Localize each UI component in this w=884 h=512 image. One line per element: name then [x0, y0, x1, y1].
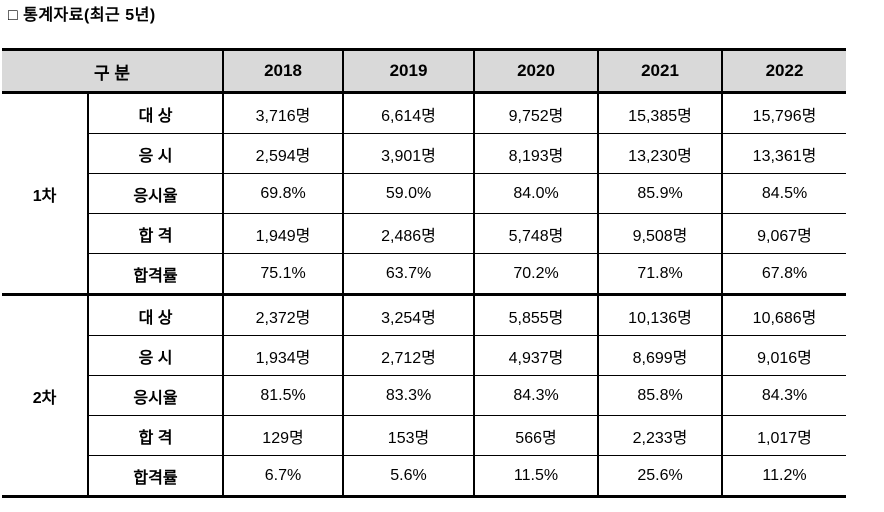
cell-value: 566명: [473, 415, 600, 456]
table-row: 응 시 2,594명 3,901명 8,193명 13,230명 13,361명: [2, 133, 848, 174]
cell-value: 63.7%: [342, 253, 476, 295]
cell-value: 13,230명: [597, 133, 724, 174]
cell-value: 2,486명: [342, 213, 476, 254]
cell-value: 11.2%: [721, 455, 848, 497]
cell-value: 2,233명: [597, 415, 724, 456]
cell-value: 5,748명: [473, 213, 600, 254]
row-label: 합 격: [86, 415, 225, 456]
cell-value: 8,193명: [473, 133, 600, 174]
cell-value: 1,934명: [222, 335, 345, 376]
corner-header: 구 분: [0, 49, 225, 94]
cell-value: 5.6%: [342, 455, 476, 497]
statistics-table: 구 분 2018 2019 2020 2021 2022 1차 대 상 3,71…: [0, 48, 848, 498]
group-label-round1: 1차: [1, 92, 89, 295]
table-row: 응시율 69.8% 59.0% 84.0% 85.9% 84.5%: [2, 173, 848, 214]
row-label: 응 시: [86, 133, 225, 174]
group-label-round2: 2차: [1, 293, 89, 497]
table-row: 응 시 1,934명 2,712명 4,937명 8,699명 9,016명: [2, 335, 848, 376]
cell-value: 84.5%: [721, 173, 848, 214]
row-label: 응시율: [86, 375, 225, 416]
cell-value: 3,254명: [342, 293, 476, 336]
cell-value: 84.3%: [473, 375, 600, 416]
cell-value: 15,385명: [597, 92, 724, 134]
row-label: 대 상: [86, 293, 225, 336]
table-row: 1차 대 상 3,716명 6,614명 9,752명 15,385명 15,7…: [1, 92, 848, 295]
cell-value: 6.7%: [222, 455, 345, 497]
table-row: 합 격 129명 153명 566명 2,233명 1,017명: [2, 415, 848, 456]
year-header-2020: 2020: [473, 49, 600, 94]
cell-value: 153명: [342, 415, 476, 456]
cell-value: 59.0%: [342, 173, 476, 214]
year-header-2021: 2021: [597, 49, 724, 94]
cell-value: 5,855명: [473, 293, 600, 336]
cell-value: 67.8%: [721, 253, 848, 295]
row-label: 대 상: [86, 92, 225, 134]
cell-value: 8,699명: [597, 335, 724, 376]
cell-value: 13,361명: [721, 133, 848, 174]
cell-value: 81.5%: [222, 375, 345, 416]
cell-value: 9,752명: [473, 92, 600, 134]
cell-value: 2,372명: [222, 293, 345, 336]
table-row: 응시율 81.5% 83.3% 84.3% 85.8% 84.3%: [2, 375, 848, 416]
cell-value: 2,594명: [222, 133, 345, 174]
cell-value: 4,937명: [473, 335, 600, 376]
table-row: 합격률 6.7% 5.6% 11.5% 25.6% 11.2%: [2, 455, 848, 497]
cell-value: 1,949명: [222, 213, 345, 254]
cell-value: 11.5%: [473, 455, 600, 497]
cell-value: 129명: [222, 415, 345, 456]
cell-value: 3,901명: [342, 133, 476, 174]
cell-value: 2,712명: [342, 335, 476, 376]
cell-value: 85.9%: [597, 173, 724, 214]
cell-value: 3,716명: [222, 92, 345, 134]
row-label: 응시율: [86, 173, 225, 214]
header-row: 구 분 2018 2019 2020 2021 2022: [0, 49, 848, 94]
year-header-2019: 2019: [342, 49, 476, 94]
cell-value: 69.8%: [222, 173, 345, 214]
table-row: 합격률 75.1% 63.7% 70.2% 71.8% 67.8%: [2, 253, 848, 295]
cell-value: 84.0%: [473, 173, 600, 214]
cell-value: 1,017명: [721, 415, 848, 456]
page-title: □ 통계자료(최근 5년): [8, 7, 156, 24]
table-row: 합 격 1,949명 2,486명 5,748명 9,508명 9,067명: [2, 213, 848, 254]
cell-value: 85.8%: [597, 375, 724, 416]
cell-value: 83.3%: [342, 375, 476, 416]
cell-value: 70.2%: [473, 253, 600, 295]
cell-value: 84.3%: [721, 375, 848, 416]
cell-value: 9,067명: [721, 213, 848, 254]
year-header-2022: 2022: [721, 49, 848, 94]
cell-value: 9,508명: [597, 213, 724, 254]
cell-value: 9,016명: [721, 335, 848, 376]
cell-value: 10,686명: [721, 293, 848, 336]
row-label: 응 시: [86, 335, 225, 376]
cell-value: 10,136명: [597, 293, 724, 336]
table-row: 2차 대 상 2,372명 3,254명 5,855명 10,136명 10,6…: [1, 293, 848, 497]
cell-value: 75.1%: [222, 253, 345, 295]
year-header-2018: 2018: [222, 49, 345, 94]
cell-value: 71.8%: [597, 253, 724, 295]
cell-value: 6,614명: [342, 92, 476, 134]
cell-value: 25.6%: [597, 455, 724, 497]
row-label: 합격률: [86, 455, 225, 497]
row-label: 합 격: [86, 213, 225, 254]
row-label: 합격률: [86, 253, 225, 295]
cell-value: 15,796명: [721, 92, 848, 134]
